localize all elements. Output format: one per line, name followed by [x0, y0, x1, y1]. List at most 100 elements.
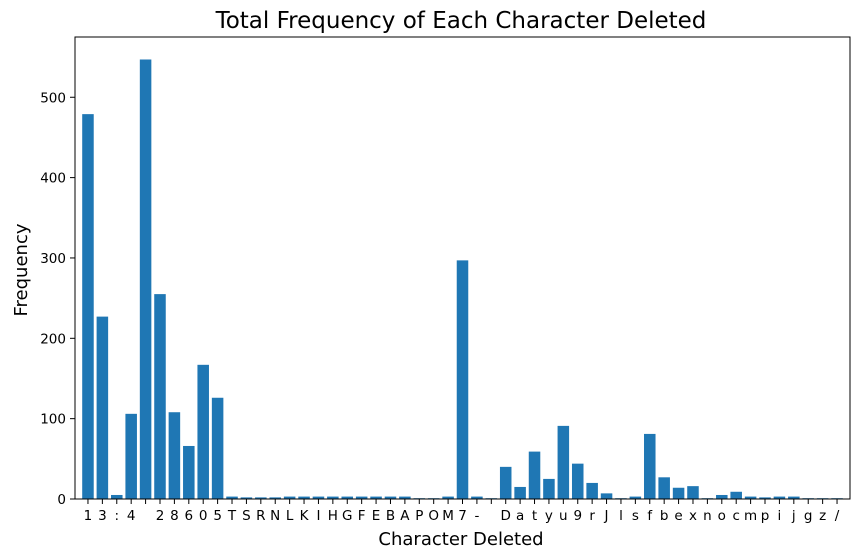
- bar-13: [269, 497, 281, 499]
- x-tick-label: M: [442, 508, 454, 524]
- y-tick-label: 500: [40, 90, 66, 106]
- x-tick-label: J: [604, 508, 609, 524]
- x-tick-label: D: [501, 508, 511, 524]
- x-tick-label: r: [589, 508, 595, 524]
- x-tick-label: :: [114, 508, 119, 524]
- bar-0: [82, 114, 94, 499]
- x-tick-label: j: [791, 508, 796, 524]
- x-tick-label: i: [778, 508, 782, 524]
- bar-5: [154, 294, 166, 499]
- bar-47: [759, 497, 771, 499]
- bar-26: [456, 260, 469, 499]
- plot-frame: [74, 36, 851, 500]
- bar-39: [644, 433, 656, 499]
- bar-30: [514, 486, 526, 499]
- bar-21: [384, 496, 397, 499]
- bar-27: [471, 496, 483, 499]
- x-tick-label: G: [342, 508, 352, 524]
- x-tick-label: n: [703, 508, 712, 524]
- x-tick-label: N: [270, 508, 280, 524]
- x-tick-label: o: [718, 508, 726, 524]
- bar-12: [255, 497, 267, 499]
- y-tick-label: 0: [57, 492, 66, 508]
- x-tick-label: m: [744, 508, 757, 524]
- y-tick-label: 300: [40, 251, 66, 267]
- x-tick-label: E: [372, 508, 381, 524]
- bar-35: [586, 482, 598, 499]
- x-tick-label: P: [415, 508, 423, 524]
- x-tick-label: p: [761, 508, 770, 524]
- x-tick-label: 3: [98, 508, 107, 524]
- bar-3: [125, 413, 137, 499]
- x-tick-label: b: [660, 508, 669, 524]
- x-tick-label: 6: [185, 508, 194, 524]
- x-tick-label: 8: [170, 508, 179, 524]
- x-tick-label: 1: [84, 508, 93, 524]
- bar-38: [629, 496, 642, 499]
- bar-42: [687, 486, 699, 499]
- x-tick-label: u: [559, 508, 568, 524]
- y-tick-label: 100: [40, 412, 66, 428]
- y-axis-label: Frequency: [11, 223, 32, 316]
- x-tick-label: 2: [156, 508, 165, 524]
- bar-25: [442, 496, 454, 499]
- x-tick-label: O: [428, 508, 439, 524]
- x-tick-label: I: [316, 508, 320, 524]
- x-tick-label: t: [532, 508, 537, 524]
- bar-1: [96, 316, 109, 499]
- x-tick-label: e: [674, 508, 682, 524]
- bar-20: [370, 496, 382, 499]
- bar-4: [139, 59, 152, 500]
- bar-48: [773, 496, 786, 499]
- bar-8: [197, 364, 209, 499]
- x-tick-label: 9: [573, 508, 582, 524]
- bar-2: [111, 494, 123, 499]
- bar-31: [528, 451, 541, 499]
- bar-45: [730, 491, 742, 499]
- x-tick-label: c: [732, 508, 739, 524]
- bar-32: [543, 478, 555, 499]
- x-tick-label: 0: [199, 508, 208, 524]
- x-tick-label: y: [545, 508, 553, 524]
- x-tick-label: -: [474, 508, 479, 524]
- bar-16: [312, 496, 325, 499]
- bar-46: [744, 496, 757, 499]
- x-tick-label: S: [242, 508, 251, 524]
- x-tick-label: 5: [213, 508, 222, 524]
- x-tick-label: l: [619, 508, 623, 524]
- x-tick-label: B: [386, 508, 395, 524]
- bar-11: [240, 497, 253, 499]
- bar-19: [355, 496, 368, 499]
- bar-41: [672, 487, 685, 499]
- bar-34: [571, 463, 584, 499]
- x-tick-label: T: [227, 508, 237, 524]
- y-axis: 0 100 200 300 400 500: [40, 90, 75, 508]
- bar-9: [211, 397, 224, 499]
- x-tick-label: x: [689, 508, 697, 524]
- x-tick-label: f: [647, 508, 653, 524]
- x-tick-label: a: [516, 508, 524, 524]
- x-tick-label: F: [358, 508, 366, 524]
- bar-7: [183, 445, 195, 499]
- x-tick-label: R: [256, 508, 265, 524]
- bar-44: [716, 494, 728, 499]
- chart-title: Total Frequency of Each Character Delete…: [215, 8, 707, 34]
- x-axis-label: Character Deleted: [378, 529, 543, 550]
- bar-15: [298, 496, 310, 499]
- bar-14: [283, 496, 296, 499]
- x-tick-label: g: [804, 508, 813, 524]
- x-tick-label: L: [286, 508, 294, 524]
- x-tick-label: 7: [458, 508, 467, 524]
- bar-22: [399, 496, 411, 499]
- bar-10: [226, 496, 238, 499]
- bar-33: [557, 425, 570, 499]
- bar-6: [168, 412, 181, 499]
- bar-40: [658, 477, 670, 499]
- bars-group: [82, 59, 843, 500]
- y-tick-label: 200: [40, 331, 66, 347]
- x-tick-label: K: [300, 508, 310, 524]
- x-tick-label: 4: [127, 508, 136, 524]
- x-tick-label: z: [819, 508, 826, 524]
